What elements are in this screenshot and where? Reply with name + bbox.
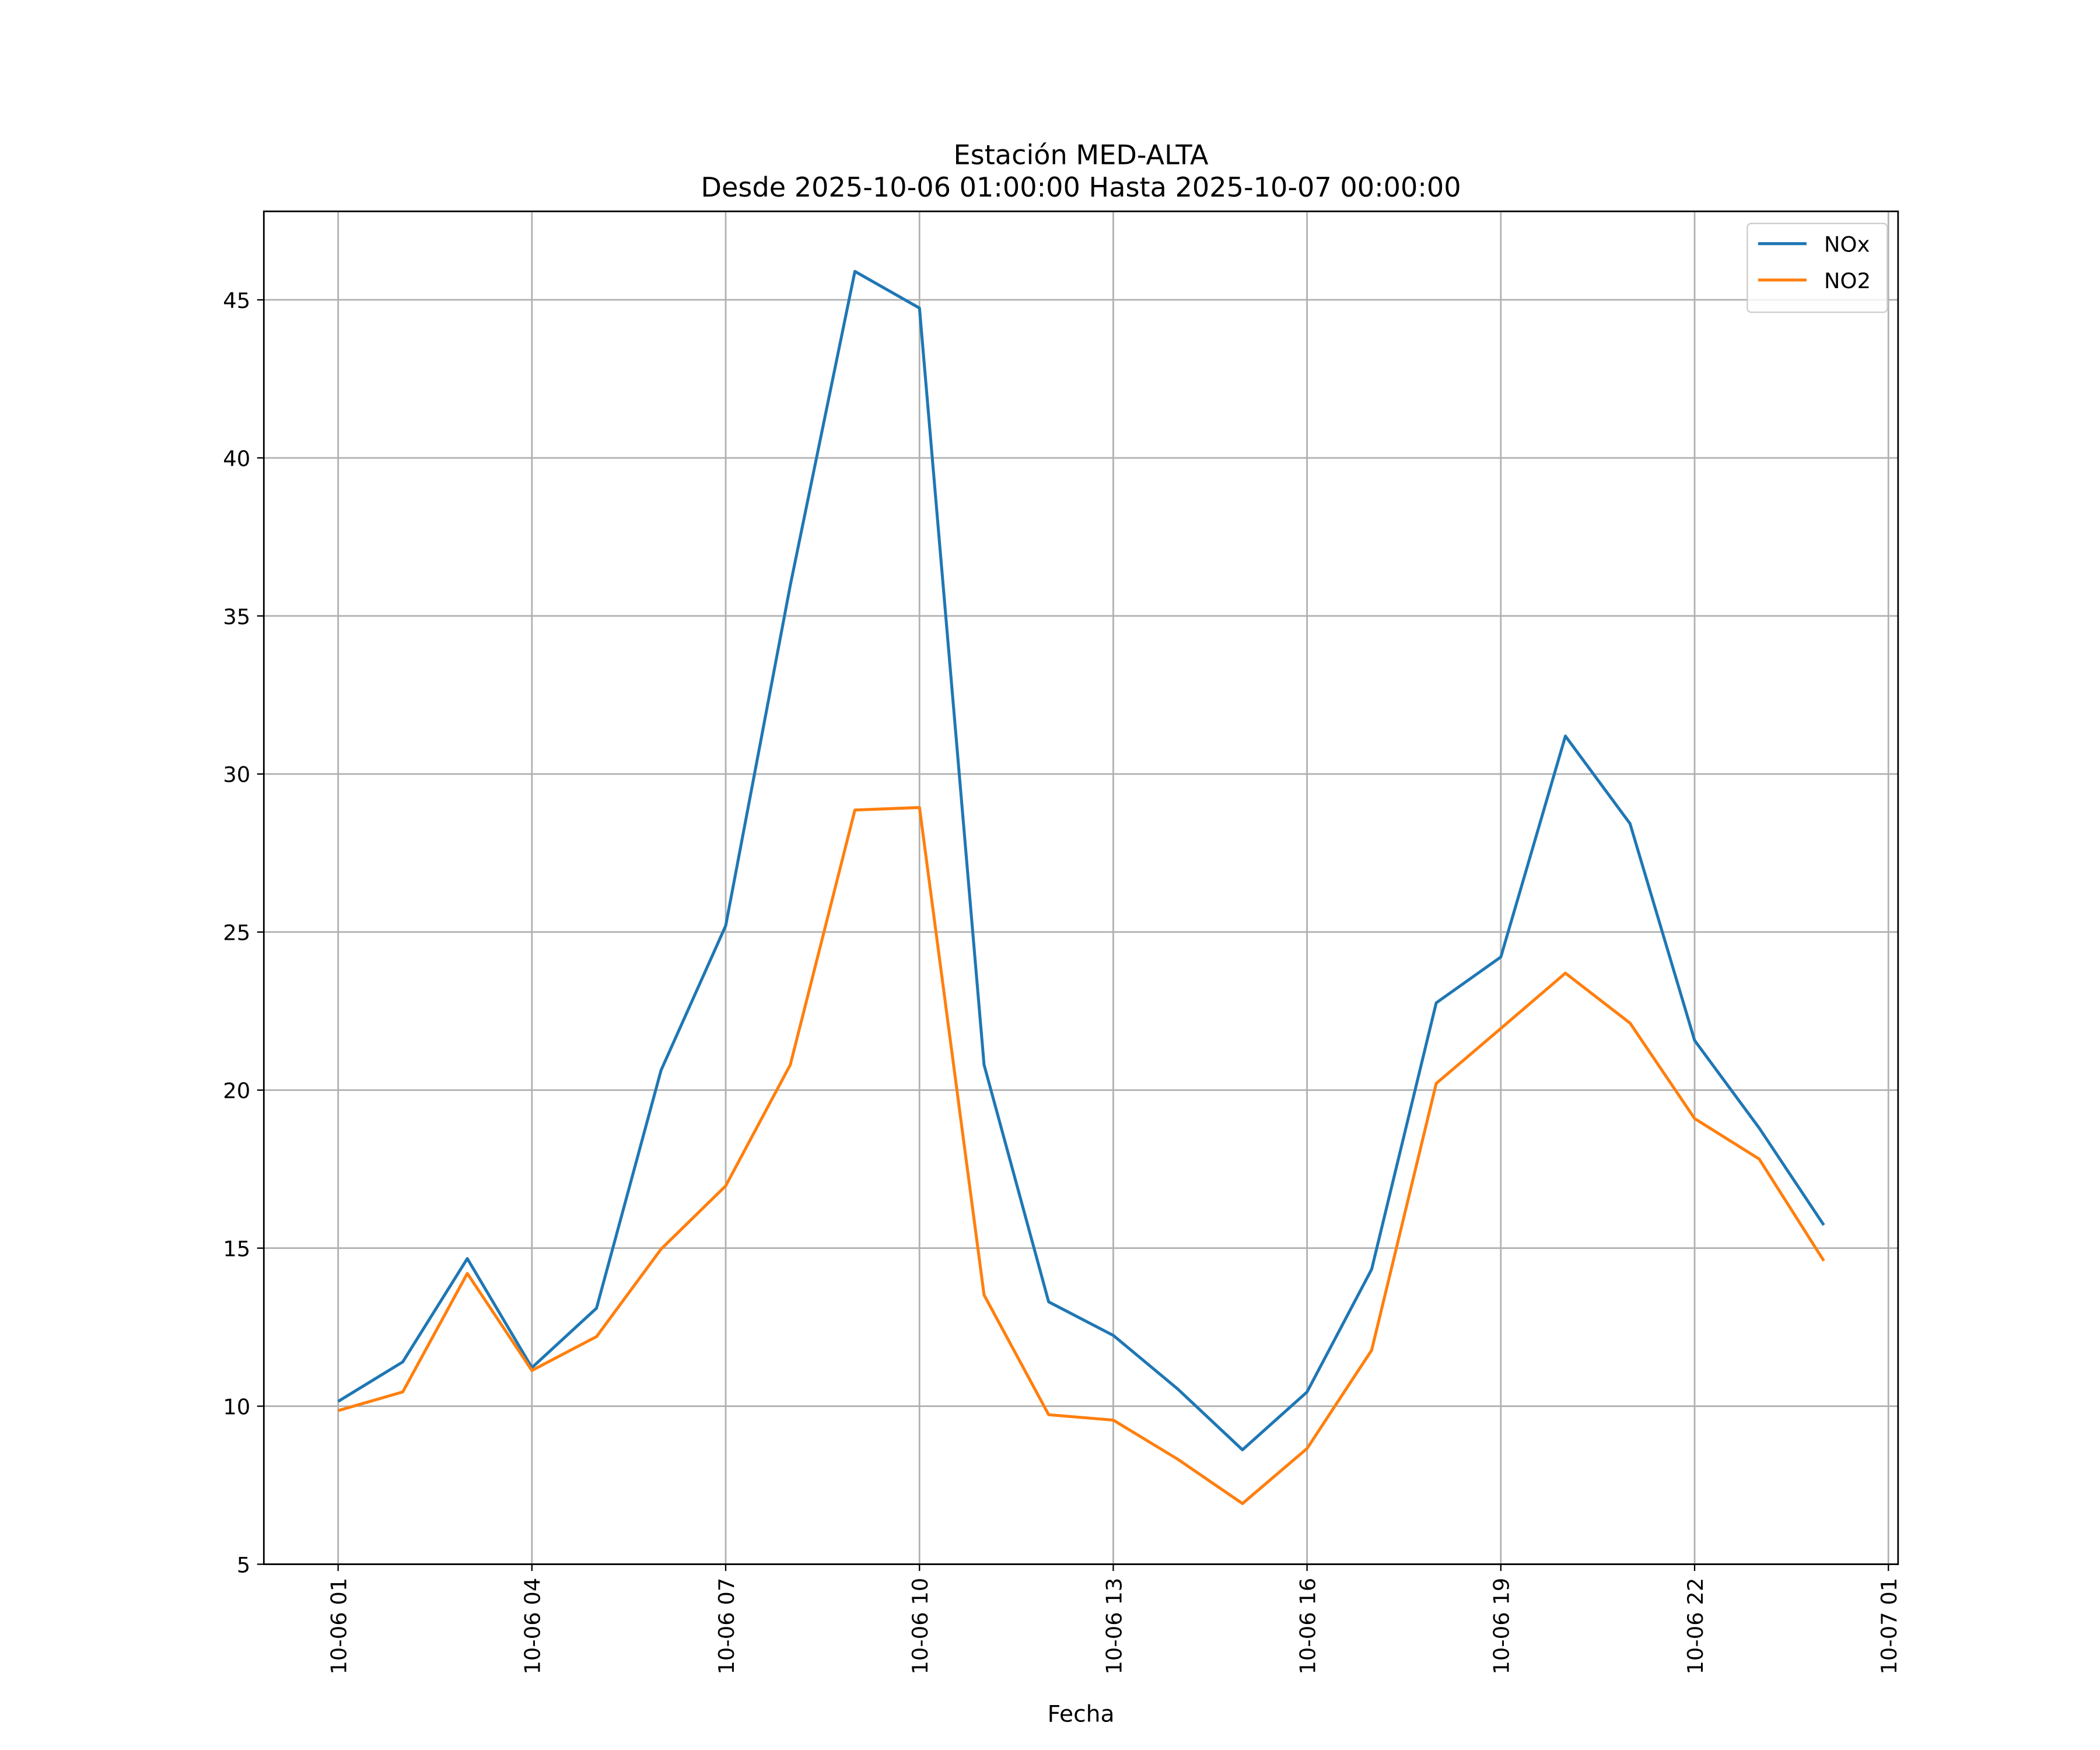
y-tick-label: 25: [223, 921, 250, 946]
x-tick-label: 10-06 07: [714, 1578, 739, 1675]
x-tick-label: 10-07 01: [1877, 1578, 1902, 1675]
y-tick-label: 40: [223, 446, 250, 471]
legend-label: NOx: [1824, 232, 1870, 257]
axes-frame: [262, 210, 1899, 1565]
y-tick-label: 5: [237, 1552, 250, 1577]
x-axis-label: Fecha: [1048, 1702, 1115, 1728]
x-tick-label: 10-06 04: [520, 1578, 545, 1675]
x-tick-label: 10-06 19: [1489, 1578, 1514, 1675]
line-series: [337, 270, 1825, 1451]
chart-title: Estación MED-ALTA: [954, 139, 1209, 171]
x-tick-label: 10-06 10: [908, 1578, 933, 1675]
x-tick-label: 10-06 01: [326, 1578, 351, 1675]
line-series: [337, 806, 1825, 1506]
y-tick-label: 15: [223, 1237, 250, 1262]
y-tick-label: 10: [223, 1394, 250, 1419]
x-tick-label: 10-06 13: [1101, 1578, 1126, 1675]
chart-subtitle: Desde 2025-10-06 01:00:00 Hasta 2025-10-…: [701, 172, 1461, 203]
legend-label: NO2: [1824, 268, 1871, 293]
x-tick-label: 10-06 16: [1295, 1578, 1320, 1675]
y-tick-label: 20: [223, 1079, 250, 1104]
y-tick-label: 35: [223, 604, 250, 629]
x-tick-label: 10-06 22: [1683, 1578, 1708, 1675]
legend-box: [1746, 222, 1888, 313]
y-tick-label: 45: [223, 288, 250, 313]
y-tick-label: 30: [223, 762, 250, 788]
